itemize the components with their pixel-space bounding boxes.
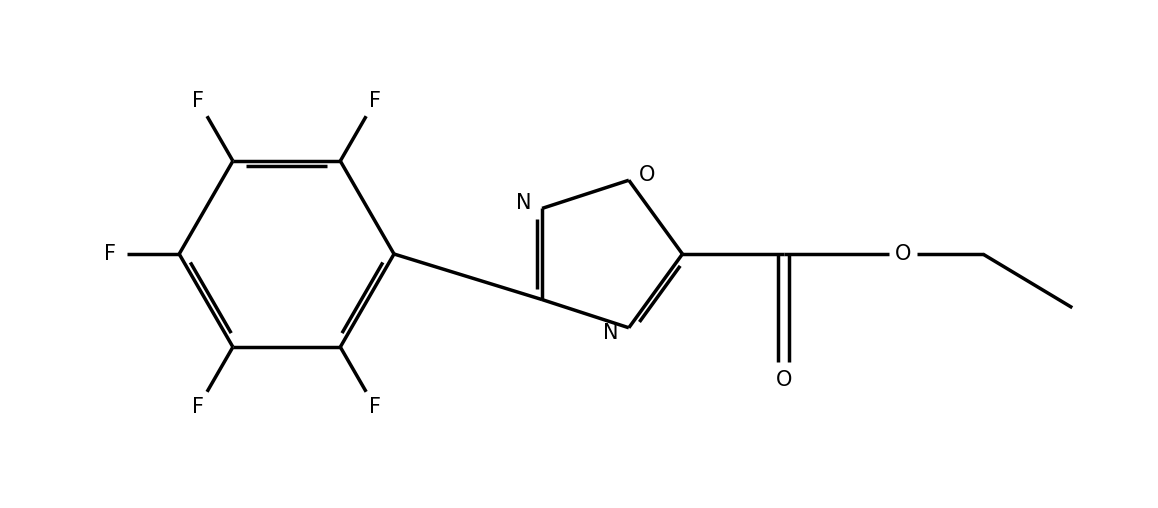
Text: N: N [603,323,618,343]
Text: F: F [103,244,116,264]
Text: F: F [369,397,381,417]
Text: O: O [895,244,911,264]
Text: F: F [192,397,204,417]
Text: O: O [638,165,655,185]
Text: F: F [369,91,381,111]
Text: F: F [192,91,204,111]
Text: O: O [776,370,792,390]
Text: N: N [516,194,532,213]
